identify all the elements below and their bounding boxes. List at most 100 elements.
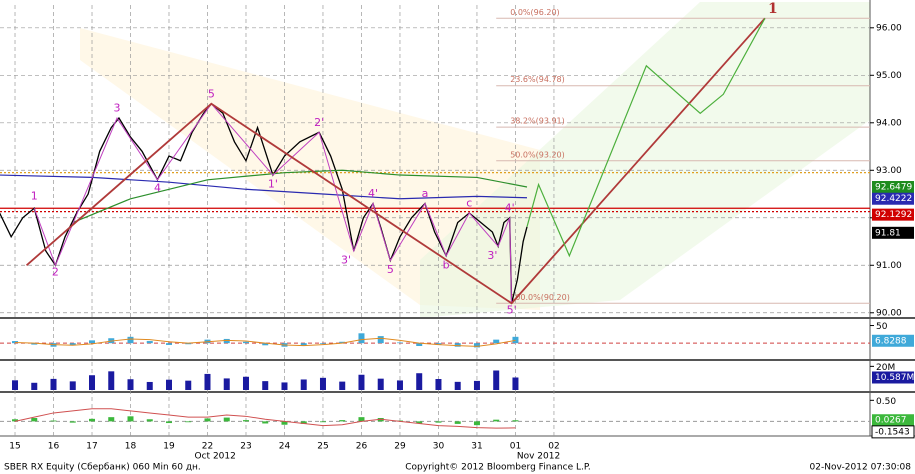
indicator-bar — [358, 374, 365, 390]
value-tag-label: 10.587M — [875, 373, 914, 383]
x-tick-label: 29 — [394, 442, 406, 452]
indicator-bar — [300, 421, 307, 424]
wave-label: 4' — [505, 201, 515, 214]
y-tick-label: 93.00 — [876, 166, 902, 176]
indicator-bar — [31, 343, 38, 345]
indicator-bar — [319, 377, 326, 390]
indicator-bar — [185, 343, 192, 345]
indicator-bar — [89, 375, 96, 390]
indicator-bar — [12, 380, 19, 390]
y-tick-label: 95.00 — [876, 71, 902, 81]
indicator-bar — [223, 417, 230, 422]
indicator-bar — [108, 417, 115, 422]
indicator-bar — [69, 381, 76, 390]
value-tag-label: 92.6479 — [875, 183, 912, 193]
value-tag — [872, 334, 914, 347]
value-tag-label: 91.81 — [875, 228, 901, 238]
indicator-bar — [416, 343, 423, 346]
indicator-bar — [50, 420, 57, 422]
wave-label: 1' — [268, 178, 278, 191]
price-line — [25, 17, 766, 305]
value-tag — [871, 425, 915, 439]
indicator-bar — [262, 343, 269, 346]
x-tick-label: 25 — [317, 442, 328, 452]
footer-right: 02-Nov-2012 07:30:08 — [810, 463, 912, 473]
value-tag-label: 6.8288 — [875, 336, 907, 346]
x-tick-label: 15 — [9, 442, 20, 452]
indicator-bar — [339, 381, 346, 390]
x-tick-label: 18 — [125, 442, 137, 452]
indicator-bar — [31, 382, 38, 390]
x-tick-label: 17 — [86, 442, 97, 452]
indicator-bar — [12, 341, 19, 344]
y-tick-label: 90.00 — [876, 308, 902, 318]
indicator-bar — [89, 340, 96, 344]
wave-label: 5' — [507, 303, 517, 316]
wave-label: a — [422, 187, 429, 200]
value-tag-label: 92.4222 — [875, 194, 912, 204]
wave-label: 1 — [768, 1, 778, 17]
x-tick-label: 31 — [471, 442, 482, 452]
fib-label: 100.0%(90.20) — [510, 293, 570, 302]
fib-label: 50.0%(93.20) — [510, 150, 565, 159]
x-tick-label: 02 — [548, 442, 559, 452]
indicator-bar — [223, 338, 230, 344]
footer-left: SBER RX Equity (Сбербанк) 060 Min 60 дн. — [4, 463, 201, 473]
y-tick-label: 96.00 — [876, 23, 902, 33]
indicator-bar — [319, 421, 326, 423]
wave-label: 3' — [341, 254, 351, 267]
indicator-bar — [185, 380, 192, 390]
indicator-bar — [300, 379, 307, 390]
indicator-bar — [512, 336, 519, 344]
y-tick-label: 20M — [876, 363, 895, 373]
indicator-bar — [319, 343, 326, 344]
fib-label: 23.6%(94.78) — [510, 75, 565, 84]
x-tick-label: 01 — [510, 442, 521, 452]
indicator-bar — [416, 373, 423, 390]
wave-label: 3' — [487, 249, 497, 262]
indicator-bar — [50, 378, 57, 390]
indicator-bar — [435, 343, 442, 345]
indicator-bar — [339, 341, 346, 344]
price-line — [33, 102, 513, 304]
indicator-bar — [358, 333, 365, 344]
x-tick-label: 19 — [163, 442, 175, 452]
value-tag — [872, 208, 914, 221]
indicator-bar — [454, 421, 461, 424]
value-tag — [872, 226, 914, 239]
x-tick-label: 23 — [240, 442, 251, 452]
indicator-bar — [69, 421, 76, 423]
indicator-bar — [127, 416, 134, 422]
y-tick-label: 94.00 — [876, 118, 902, 128]
fib-label: 0.0%(96.20) — [510, 8, 559, 17]
indicator-bar — [127, 336, 134, 344]
value-tag-label: -0.1543 — [875, 427, 910, 437]
indicator-bar — [512, 420, 519, 422]
indicator-bar — [146, 381, 153, 390]
indicator-bar — [165, 421, 172, 424]
indicator-bar — [242, 341, 249, 344]
indicator-bar — [281, 421, 288, 425]
wave-label: 4 — [154, 181, 161, 194]
indicator-bar — [69, 343, 76, 346]
x-tick-label: 24 — [279, 442, 291, 452]
wave-label: 3 — [114, 102, 121, 115]
indicator-bar — [31, 418, 38, 422]
indicator-bar — [416, 421, 423, 424]
indicator-bar — [185, 421, 192, 423]
indicator-bar — [473, 343, 480, 348]
indicator-bar — [223, 378, 230, 390]
indicator-bar — [89, 418, 96, 422]
value-tag — [872, 371, 914, 384]
indicator-line — [14, 337, 516, 347]
footer-center: Copyright© 2012 Bloomberg Finance L.P. — [405, 463, 590, 473]
x-tick-label: 26 — [356, 442, 368, 452]
x-tick-label: 30 — [433, 442, 445, 452]
indicator-bar — [146, 419, 153, 422]
y-tick-label: 50 — [876, 322, 888, 332]
indicator-bar — [473, 421, 480, 426]
wave-label: 2' — [314, 116, 324, 129]
price-line — [526, 18, 766, 258]
indicator-bar — [454, 343, 461, 347]
y-tick-label: 0.50 — [876, 397, 896, 407]
